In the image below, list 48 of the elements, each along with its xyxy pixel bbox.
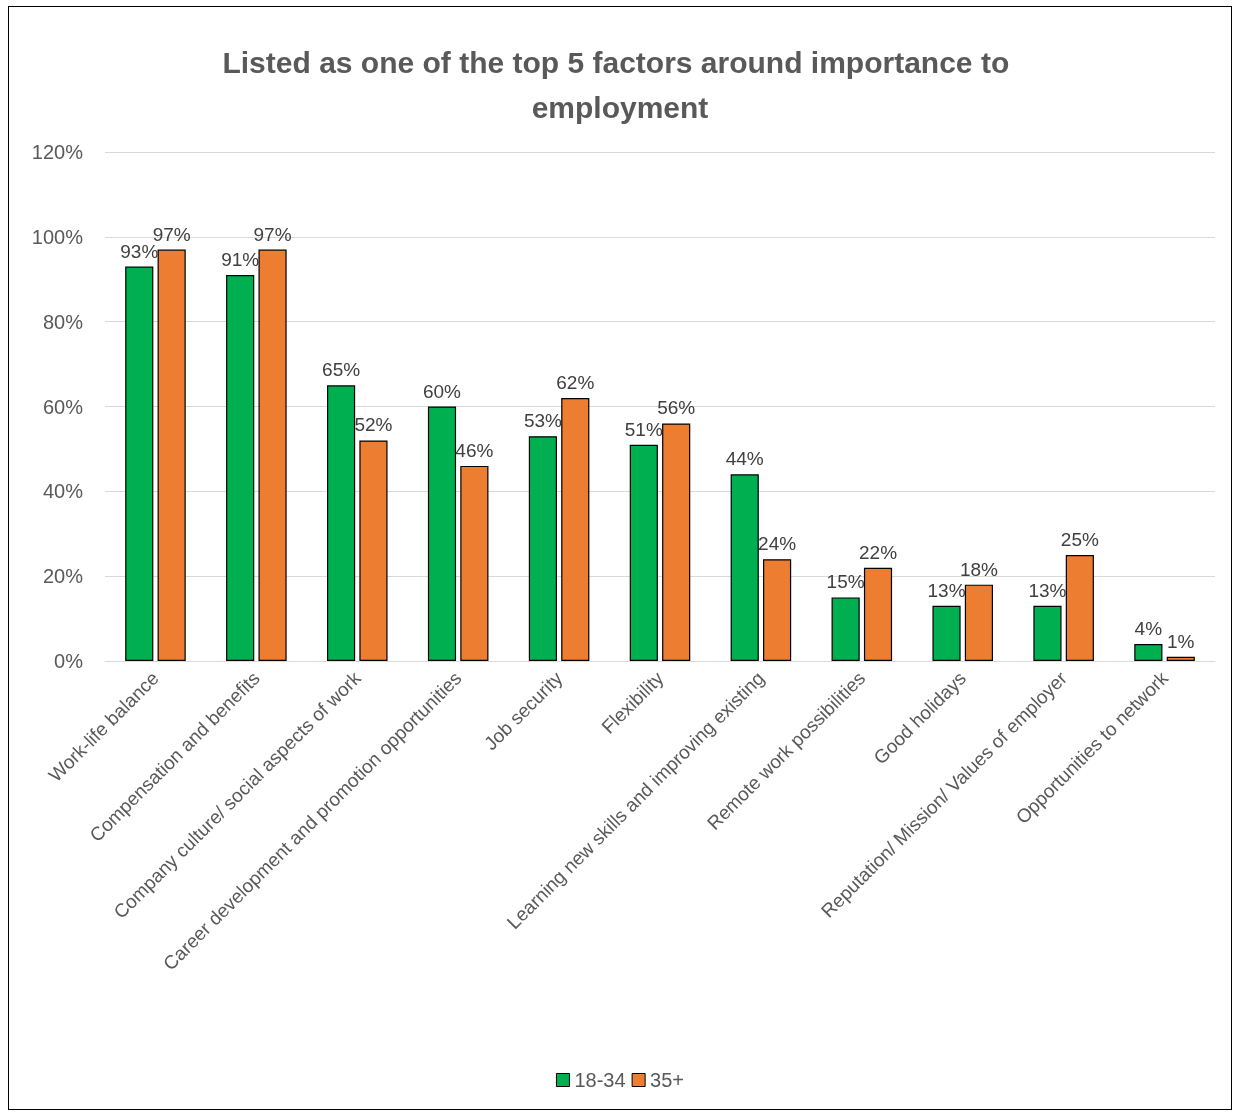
- y-tick-label: 80%: [42, 310, 84, 333]
- bar: [863, 567, 893, 661]
- data-label: 25%: [1060, 528, 1099, 550]
- bar: [730, 474, 759, 661]
- bar: [662, 423, 691, 661]
- y-tick-label: 20%: [42, 565, 84, 588]
- data-label: 62%: [556, 372, 595, 394]
- bar: [763, 559, 792, 661]
- bar: [359, 440, 388, 661]
- bar: [1033, 605, 1062, 661]
- bar: [1134, 644, 1163, 661]
- data-label: 15%: [826, 571, 865, 593]
- legend-label: 18-34: [574, 1069, 626, 1091]
- data-label: 52%: [354, 414, 393, 436]
- data-label: 4%: [1134, 618, 1163, 640]
- bar: [964, 584, 993, 661]
- bar: [157, 249, 186, 661]
- y-tick-label: 40%: [42, 480, 84, 503]
- bar: [258, 249, 287, 661]
- bar: [1065, 554, 1094, 661]
- y-tick-label: 60%: [42, 395, 84, 418]
- bar: [327, 385, 356, 661]
- data-label: 13%: [1028, 579, 1067, 601]
- chart-title: Listed as one of the top 5 factors around importance to employment: [222, 46, 1018, 124]
- data-label: 97%: [253, 223, 292, 245]
- data-label: 56%: [657, 397, 696, 419]
- bar: [932, 605, 961, 661]
- y-tick-label: 100%: [31, 225, 84, 248]
- data-label: 18%: [959, 558, 999, 580]
- data-label: 60%: [422, 380, 462, 402]
- bar: [1166, 656, 1195, 661]
- data-label: 22%: [858, 541, 898, 563]
- data-label: 1%: [1167, 630, 1195, 652]
- legend-label: 35+: [650, 1069, 685, 1091]
- bar: [125, 266, 154, 661]
- bar: [528, 436, 557, 661]
- y-tick-label: 0%: [54, 650, 84, 672]
- bar: [561, 398, 590, 661]
- data-label: 65%: [322, 359, 361, 381]
- data-label: 13%: [927, 579, 966, 601]
- data-label: 44%: [725, 448, 764, 470]
- bar: [460, 465, 489, 661]
- data-label: 24%: [758, 533, 797, 555]
- bar: [226, 275, 255, 661]
- bar: [831, 597, 860, 661]
- bar: [427, 406, 457, 661]
- y-tick-label: 120%: [31, 141, 84, 163]
- bar: [629, 444, 658, 661]
